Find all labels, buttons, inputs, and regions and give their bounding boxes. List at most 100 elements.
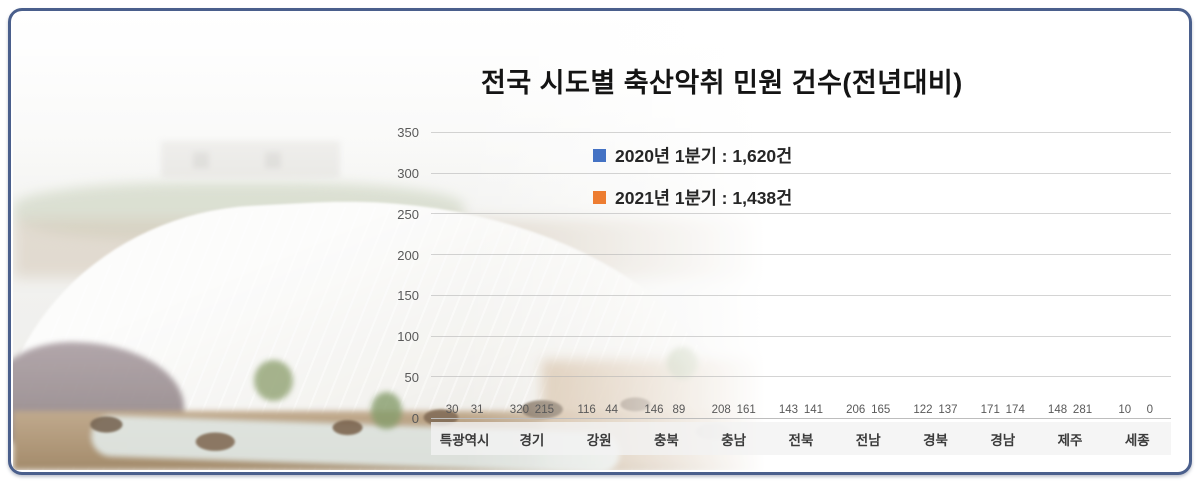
bar-group: 30 31 (431, 133, 498, 418)
gridline (431, 132, 1171, 133)
chart-title: 전국 시도별 축산악취 민원 건수(전년대비) (481, 68, 963, 98)
y-tick-label: 50 (404, 370, 419, 386)
bar-wrap: 148 (1045, 404, 1070, 418)
bar-value-label: 320 (509, 404, 529, 416)
bar-value-label: 165 (871, 404, 891, 416)
bar-group: 146 89 (633, 133, 700, 418)
bar-value-label: 143 (778, 404, 799, 416)
bar-wrap: 206 (843, 404, 868, 418)
gridline (431, 254, 1171, 256)
bar-value-label: 174 (1005, 404, 1025, 416)
legend-row: 2020년 1분기 : 1,620건 (593, 143, 792, 168)
bar-value-label: 116 (577, 404, 596, 416)
bar-wrap: 141 (801, 404, 826, 418)
bar-value-label: 0 (1146, 404, 1153, 416)
image-frame: 전국 시도별 축산악취 민원 건수(전년대비) 350 300 250 200 150 1… (8, 8, 1192, 475)
chart-legend: 2020년 1분기 : 1,620건 2021년 1분기 : 1,438건 (593, 143, 792, 210)
gridline (431, 294, 1171, 296)
x-category-label: 경남 (990, 432, 1016, 448)
bar-value-label: 206 (846, 404, 866, 416)
bar-group: 122 137 (902, 133, 969, 418)
bar-wrap: 137 (935, 404, 960, 418)
bar-group: 320 215 (498, 133, 565, 418)
bar-value-label: 208 (711, 404, 731, 416)
bar-wrap: 161 (734, 404, 759, 418)
bar-group: 208 161 (700, 133, 767, 418)
y-tick-label: 100 (397, 329, 419, 345)
bar-value-label: 10 (1118, 404, 1132, 416)
x-category-label: 전남 (855, 432, 881, 448)
bar-value-label: 89 (672, 404, 686, 416)
bar-value-label: 161 (736, 404, 756, 416)
y-tick-label: 0 (411, 411, 419, 426)
bar-chart: 전국 시도별 축산악취 민원 건수(전년대비) 350 300 250 200 150 1… (11, 11, 1189, 472)
bar-wrap: 215 (532, 404, 557, 418)
bar-wrap: 116 (574, 404, 599, 418)
bar-value-label: 171 (980, 404, 1000, 416)
gridline (431, 376, 1171, 378)
bar-wrap: 320 (507, 404, 532, 418)
bar-group: 148 281 (1036, 133, 1103, 418)
y-axis: 350 300 250 200 150 100 50 0 (347, 125, 419, 426)
bar-group: 116 44 (566, 133, 633, 418)
y-tick-label: 300 (397, 165, 419, 181)
x-category-label: 충남 (721, 432, 747, 448)
x-category-label: 제주 (1057, 432, 1083, 448)
x-category-label: 경기 (519, 432, 545, 448)
legend-color-chip (593, 191, 606, 204)
bar-wrap: 165 (868, 404, 893, 418)
bar-wrap: 281 (1070, 404, 1095, 418)
bar-value-label: 281 (1072, 404, 1093, 416)
bar-wrap: 89 (666, 404, 691, 418)
bar-wrap: 44 (599, 404, 624, 418)
gridline (431, 213, 1171, 215)
bar-value-label: 30 (445, 404, 459, 416)
bar-group: 143 141 (767, 133, 834, 418)
photo-grass-tuft (370, 392, 402, 429)
bar-value-label: 44 (605, 404, 619, 416)
bar-wrap: 143 (776, 404, 801, 418)
x-category-label: 충북 (654, 432, 679, 448)
y-tick-label: 350 (397, 125, 419, 140)
bar-wrap: 122 (910, 404, 935, 418)
bar-wrap: 146 (641, 404, 666, 418)
gridline (431, 172, 1171, 174)
bar-value-label: 137 (938, 404, 958, 416)
bar-wrap: 208 (709, 404, 734, 418)
bar-group: 206 165 (835, 133, 902, 418)
bar-value-label: 148 (1047, 404, 1068, 416)
bar-value-label: 141 (803, 404, 824, 416)
x-category-label: 세종 (1124, 432, 1150, 448)
photo-haze-overlay (13, 13, 791, 470)
photo-fade-right (464, 13, 791, 470)
bar-wrap: 30 (440, 404, 465, 418)
bar-group: 171 174 (969, 133, 1036, 418)
plot-area: 30 31 320 215 116 44 146 89 208 161 143 141 206 165 12… (431, 132, 1171, 419)
x-axis-labels: 특광역시 경기 강원 충북 충남 전북 전남 경북 경남 제주 세종 (431, 422, 1171, 455)
bar-value-label: 215 (534, 404, 554, 416)
bar-wrap: 171 (978, 404, 1003, 418)
bar-wrap: 174 (1003, 404, 1028, 418)
legend-label: 2020년 1분기 : 1,620건 (615, 146, 793, 166)
bar-value-label: 122 (913, 404, 933, 416)
bar-group: 10 0 (1104, 133, 1171, 418)
bar-wrap: 31 (465, 404, 490, 418)
legend-color-chip (593, 149, 606, 162)
x-category-label: 특광역시 (439, 432, 490, 448)
y-tick-label: 200 (397, 247, 419, 263)
legend-label: 2021년 1분기 : 1,438건 (615, 188, 793, 208)
x-category-label: 경북 (923, 432, 948, 448)
bar-wrap: 0 (1137, 404, 1162, 418)
legend-row: 2021년 1분기 : 1,438건 (593, 185, 792, 210)
background-photo (13, 13, 791, 470)
photo-grass-tuft (254, 360, 294, 402)
x-category-label: 강원 (586, 432, 612, 448)
bar-value-label: 146 (644, 404, 664, 416)
y-tick-label: 150 (397, 288, 419, 304)
gridline (431, 335, 1171, 337)
x-category-label: 전북 (788, 432, 814, 448)
y-tick-label: 250 (397, 206, 419, 222)
bar-wrap: 10 (1112, 404, 1137, 418)
bar-value-label: 31 (470, 404, 484, 416)
